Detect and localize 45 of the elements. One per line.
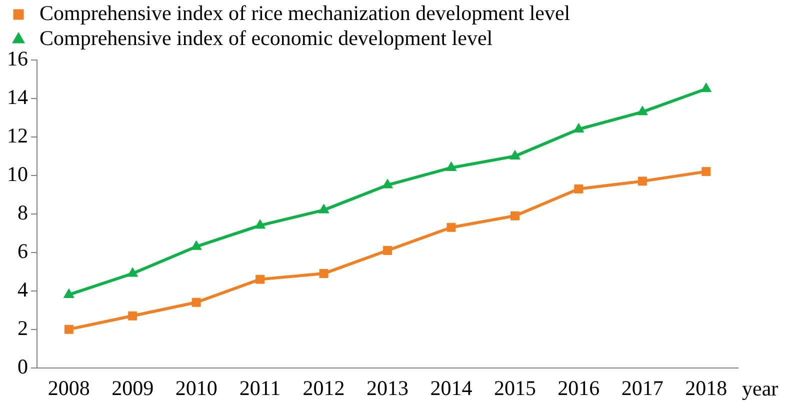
point [128,311,138,320]
point [256,274,265,284]
x-tick-label: 2012 [302,376,345,400]
x-tick-label: 2015 [494,376,536,400]
point [510,211,520,220]
point [573,123,584,133]
legend-label: Comprehensive index of economic development level [40,26,493,50]
x-tick-label: 2008 [48,376,90,400]
x-tick-label: 2014 [430,376,473,400]
point [574,184,584,194]
x-tick-label: 2017 [621,376,664,400]
x-axis-title: year [742,376,778,400]
point [446,222,456,232]
y-tick-label: 0 [18,354,28,378]
y-tick-label: 8 [18,200,28,224]
x-tick-label: 2011 [239,376,281,400]
point [127,267,138,277]
x-tick-label: 2016 [558,376,600,400]
y-tick-label: 4 [18,277,28,302]
point [510,150,520,160]
y-tick-label: 14 [7,84,28,109]
point [254,219,266,229]
y-tick-label: 2 [18,316,28,340]
y-tick-label: 6 [18,238,28,263]
x-tick-label: 2010 [175,376,218,400]
x-tick-label: 2009 [112,376,154,400]
point [636,106,648,116]
point [700,82,712,92]
point [319,269,328,278]
point [190,240,202,250]
point [63,288,74,298]
point [638,176,647,186]
y-tick-label: 12 [7,123,28,148]
x-tick-label: 2018 [685,376,728,400]
y-tick-label: 10 [7,162,28,186]
x-tick-label: 2013 [366,376,408,400]
point [64,324,74,334]
point [446,161,457,171]
legend-label: Comprehensive index of rice mechanization development level [40,1,570,26]
point [702,167,711,176]
point [382,178,393,188]
point [383,246,392,255]
point [192,298,201,307]
point [318,204,330,214]
y-tick-label: 16 [7,46,28,71]
